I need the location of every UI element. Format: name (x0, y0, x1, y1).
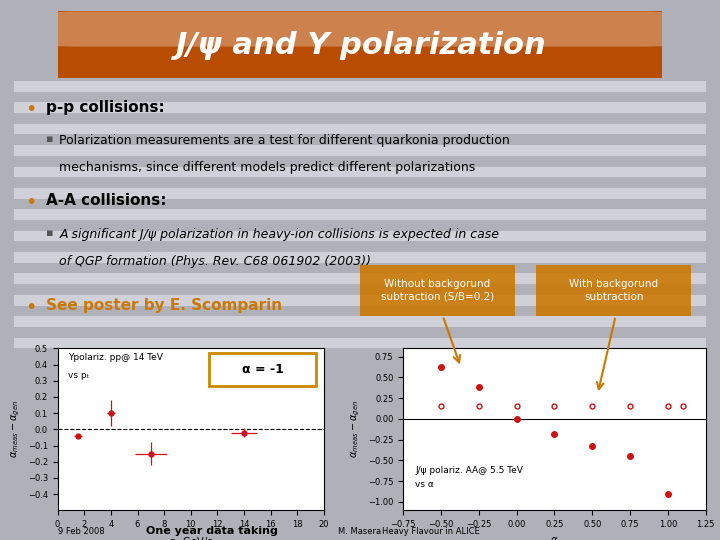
Text: vs α: vs α (415, 480, 434, 489)
Text: ▪: ▪ (45, 228, 53, 238)
Text: •: • (24, 193, 36, 212)
Bar (14, 295, 706, 306)
Text: J/ψ polariz. AA@ 5.5 TeV: J/ψ polariz. AA@ 5.5 TeV (415, 465, 523, 475)
Text: ▪: ▪ (45, 134, 53, 145)
Bar (14, 338, 706, 348)
FancyBboxPatch shape (45, 11, 675, 46)
Text: See poster by E. Scomparin: See poster by E. Scomparin (45, 298, 282, 313)
Text: A-A collisions:: A-A collisions: (45, 193, 166, 208)
Y-axis label: $\alpha_{meas}-\alpha_{gen}$: $\alpha_{meas}-\alpha_{gen}$ (9, 400, 22, 458)
Bar (14, 124, 706, 134)
Bar (14, 316, 706, 327)
Text: One year data taking: One year data taking (146, 525, 279, 536)
Text: Υpolariz. pp@ 14 TeV: Υpolariz. pp@ 14 TeV (68, 353, 163, 362)
X-axis label: p$_T$ GeV/c: p$_T$ GeV/c (168, 535, 213, 540)
Text: M. Masera: M. Masera (338, 526, 382, 536)
Text: Without backgorund
subtraction (S/B=0.2): Without backgorund subtraction (S/B=0.2) (381, 279, 494, 302)
Text: •: • (24, 100, 36, 119)
Bar (14, 103, 706, 113)
FancyBboxPatch shape (210, 353, 316, 386)
Text: p-p collisions:: p-p collisions: (45, 100, 164, 114)
Text: α = -1: α = -1 (242, 363, 284, 376)
Bar (14, 231, 706, 241)
Text: With backgorund
subtraction: With backgorund subtraction (570, 279, 658, 302)
Text: of QGP formation (Phys. Rev. C68 061902 (2003)): of QGP formation (Phys. Rev. C68 061902 … (59, 255, 372, 268)
Text: Heavy Flavour in ALICE: Heavy Flavour in ALICE (382, 526, 480, 536)
Text: •: • (24, 298, 36, 316)
Bar (14, 188, 706, 199)
Y-axis label: $\alpha_{meas}-\alpha_{gen}$: $\alpha_{meas}-\alpha_{gen}$ (350, 400, 362, 458)
Text: Polarization measurements are a test for different quarkonia production: Polarization measurements are a test for… (59, 134, 510, 147)
Bar (14, 210, 706, 220)
X-axis label: $\alpha$: $\alpha$ (550, 535, 559, 540)
FancyBboxPatch shape (357, 264, 518, 317)
Bar (14, 145, 706, 156)
FancyBboxPatch shape (0, 5, 720, 92)
Text: 9 Feb 2008: 9 Feb 2008 (58, 526, 104, 536)
Bar (14, 81, 706, 92)
Bar (14, 166, 706, 177)
Text: J/ψ and Υ polarization: J/ψ and Υ polarization (175, 31, 545, 60)
Bar (14, 273, 706, 284)
FancyBboxPatch shape (534, 264, 694, 317)
Bar (14, 252, 706, 263)
Text: A significant J/ψ polarization in heavy-ion collisions is expected in case: A significant J/ψ polarization in heavy-… (59, 228, 500, 241)
Text: mechanisms, since different models predict different polarizations: mechanisms, since different models predi… (59, 161, 476, 174)
FancyBboxPatch shape (0, 3, 720, 86)
Text: vs pₜ: vs pₜ (68, 371, 89, 380)
